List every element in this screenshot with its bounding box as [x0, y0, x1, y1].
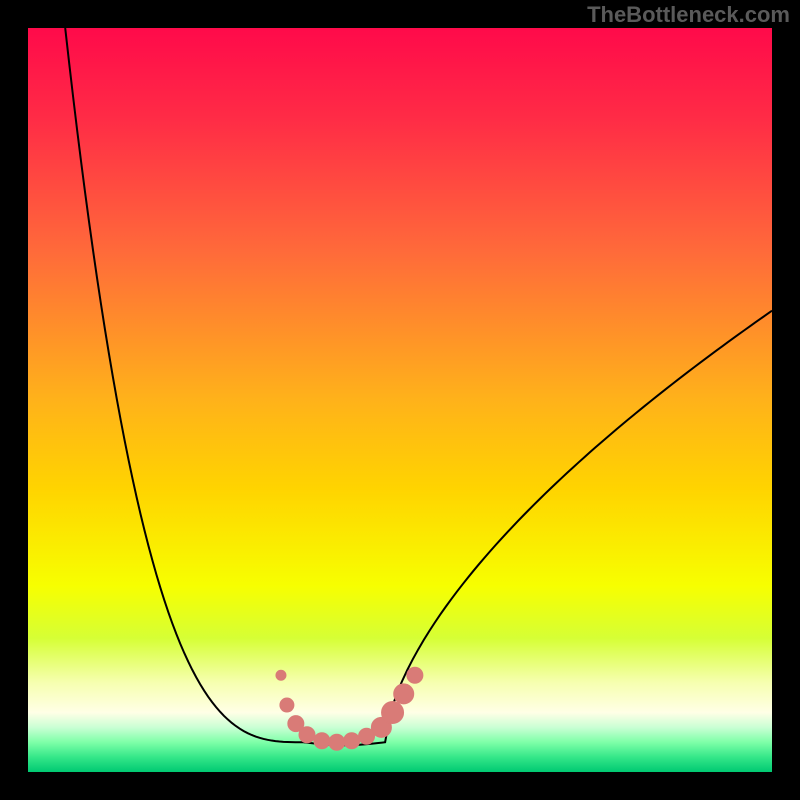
valley-marker [344, 733, 360, 749]
valley-marker [280, 698, 294, 712]
valley-marker [276, 670, 286, 680]
valley-marker [407, 667, 423, 683]
valley-marker [394, 684, 414, 704]
bottleneck-chart [0, 0, 800, 800]
valley-marker [314, 733, 330, 749]
valley-marker [329, 734, 345, 750]
plot-background [28, 28, 772, 772]
valley-marker [382, 701, 404, 723]
valley-marker [299, 727, 315, 743]
watermark-text: TheBottleneck.com [587, 2, 790, 28]
